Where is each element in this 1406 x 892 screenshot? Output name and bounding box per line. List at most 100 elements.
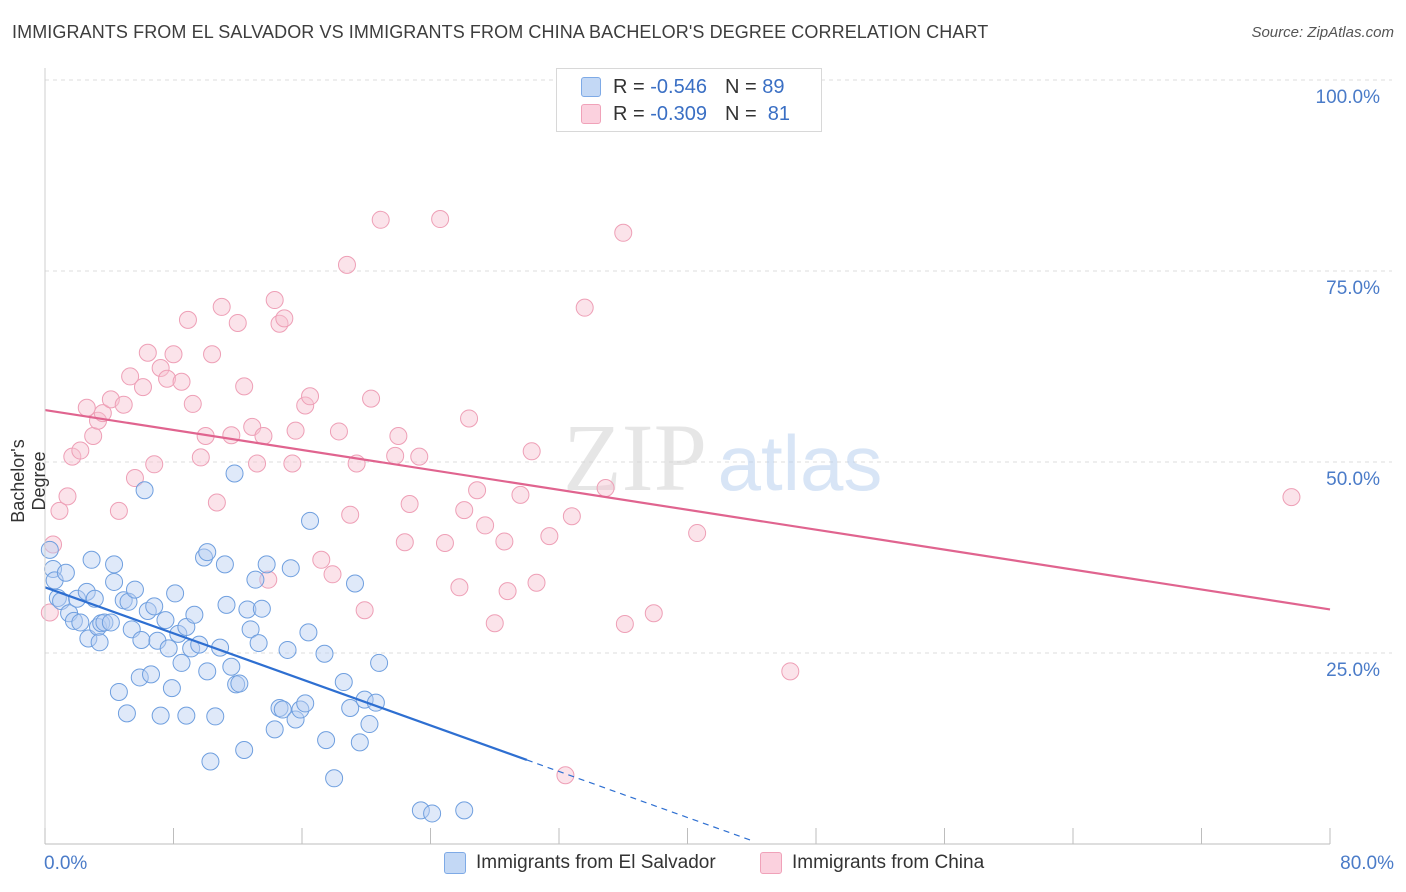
data-point (286, 421, 305, 440)
data-point (265, 291, 284, 310)
data-point (299, 623, 318, 642)
data-point (278, 640, 297, 659)
trend-line-el-salvador (44, 586, 528, 761)
data-point (198, 662, 217, 681)
data-point (82, 550, 101, 569)
data-point (540, 527, 559, 546)
data-point (114, 395, 133, 414)
x-tick-min: 0.0% (44, 853, 88, 874)
china-points (40, 210, 1301, 785)
series-swatch-pink (760, 852, 782, 874)
y-tick-100: 100.0% (1315, 87, 1380, 108)
data-point (522, 442, 541, 461)
series-label-china: Immigrants from China (792, 852, 985, 873)
data-point (138, 601, 157, 620)
data-point (238, 600, 257, 619)
data-point (485, 614, 504, 633)
data-point (206, 707, 225, 726)
y-axis-label: Bachelor's Degree (8, 439, 49, 523)
data-point (56, 563, 75, 582)
data-point (130, 668, 149, 687)
series-swatch-blue (444, 852, 466, 874)
data-point (360, 715, 379, 734)
series-legend-el-salvador: Immigrants from El Salvador (444, 852, 716, 874)
data-point (121, 367, 140, 386)
data-point (230, 674, 249, 693)
data-point (688, 524, 707, 543)
legend-r-label: R = (613, 75, 645, 98)
data-point (468, 481, 487, 500)
data-point (142, 665, 161, 684)
data-point (241, 620, 260, 639)
data-point (386, 446, 405, 465)
data-point (614, 223, 633, 242)
data-point (40, 603, 59, 622)
legend-r-value: -0.546 (650, 75, 707, 98)
data-point (101, 613, 120, 632)
data-point (370, 653, 389, 672)
data-point (270, 314, 289, 333)
data-point (162, 679, 181, 698)
data-point (410, 447, 429, 466)
data-point (615, 614, 634, 633)
data-point (275, 309, 294, 328)
data-point (450, 578, 469, 597)
el-salvador-points (40, 464, 474, 823)
legend-n-value: 89 (762, 75, 785, 98)
data-point (58, 487, 77, 506)
data-point (498, 582, 517, 601)
data-point (198, 543, 217, 562)
data-point (125, 469, 144, 488)
data-point (135, 481, 154, 500)
data-point (281, 559, 300, 578)
data-point (325, 769, 344, 788)
data-point (158, 369, 177, 388)
trend-lines (44, 408, 1331, 842)
legend-row-el-salvador: R = -0.546 N = 89 (581, 74, 784, 100)
data-point (270, 699, 289, 718)
chart-title: IMMIGRANTS FROM EL SALVADOR VS IMMIGRANT… (12, 22, 989, 42)
legend-n-value: 81 (767, 102, 791, 125)
legend-n-label: N = (724, 102, 757, 125)
data-point (257, 555, 276, 574)
data-point (183, 394, 202, 413)
data-point (781, 662, 800, 681)
data-point (362, 389, 381, 408)
data-point (350, 733, 369, 752)
data-point (556, 766, 575, 785)
data-point (71, 613, 90, 632)
data-point (248, 454, 267, 473)
watermark-atlas: atlas (718, 419, 883, 507)
data-point (109, 682, 128, 701)
data-point (195, 548, 214, 567)
data-point (495, 532, 514, 551)
data-point (172, 372, 191, 391)
data-point (476, 516, 495, 535)
data-point (346, 574, 365, 593)
trend-line-china (44, 408, 1331, 611)
data-point (249, 634, 268, 653)
data-point (217, 595, 236, 614)
data-point (286, 710, 305, 729)
data-point (105, 555, 124, 574)
data-point (411, 801, 430, 820)
data-point (151, 706, 170, 725)
x-axis (44, 68, 1331, 845)
data-point (235, 377, 254, 396)
data-point (191, 448, 210, 467)
correlation-legend: R = -0.546 N = 89 R = -0.309 N = 81 (556, 68, 822, 132)
data-point (596, 478, 615, 497)
data-point (273, 700, 292, 719)
data-point (283, 454, 302, 473)
data-point (133, 378, 152, 397)
data-point (151, 359, 170, 378)
data-point (64, 611, 83, 630)
legend-r-value: -0.309 (650, 102, 707, 125)
data-point (337, 255, 356, 274)
data-point (203, 345, 222, 364)
data-point (562, 507, 581, 526)
data-point (395, 533, 414, 552)
data-point (235, 741, 254, 760)
y-tick-75: 75.0% (1326, 278, 1380, 299)
y-tick-25: 25.0% (1326, 660, 1380, 681)
